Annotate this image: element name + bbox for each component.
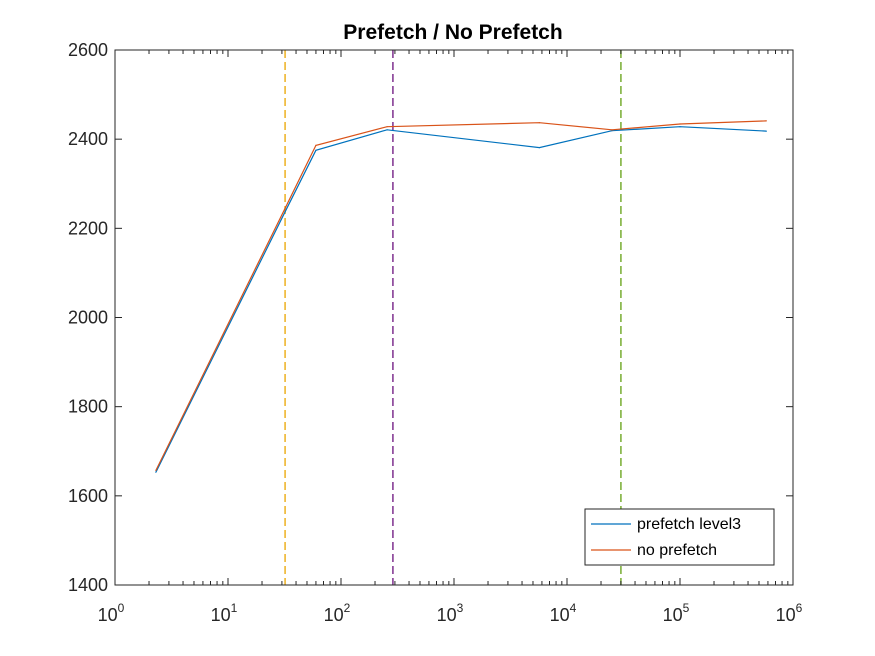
x-tick-label: 105 [663,601,690,625]
data-point [386,126,388,128]
x-tick-label-exponent: 1 [231,601,238,615]
legend-box [584,508,775,566]
data-point [315,144,317,147]
x-tick-label-base: 10 [776,605,796,625]
legend-label: no prefetch [637,542,717,559]
plot-area [115,50,793,585]
y-tick-label: 2600 [68,40,108,60]
data-point [611,130,613,132]
data-point [155,469,157,472]
y-tick-label: 2000 [68,308,108,328]
y-tick-label: 1400 [68,575,108,595]
x-tick-label-base: 10 [550,605,570,625]
data-point [386,129,388,131]
x-tick-label-exponent: 4 [570,601,577,615]
x-tick-label: 106 [776,601,803,625]
reference-lines [284,50,622,585]
axis-ticks [114,49,794,586]
data-point [765,120,767,122]
data-point [155,471,157,473]
x-tick-label: 103 [437,601,464,625]
x-tick-label-exponent: 0 [118,601,125,615]
data-point [538,147,541,149]
axes-box [114,49,794,586]
x-tick-label: 100 [98,601,125,625]
x-tick-label-base: 10 [98,605,118,625]
x-tick-label-exponent: 5 [683,601,690,615]
x-tick-label-base: 10 [663,605,683,625]
chart-title: Prefetch / No Prefetch [343,21,562,44]
x-tick-label-base: 10 [211,605,231,625]
y-tick-label: 1600 [68,486,108,506]
data-point [284,207,286,209]
series-line [155,126,767,473]
legend-label: prefetch level3 [637,516,741,533]
x-tick-label-exponent: 3 [457,601,464,615]
legend: prefetch level3 no prefetch [584,508,775,566]
data-point [679,126,681,128]
x-tick-label: 104 [550,601,577,625]
series-layer [155,120,767,473]
x-tick-label-exponent: 6 [796,601,803,615]
y-tick-labels: 1400 1600 1800 2000 2200 2400 2600 [68,40,108,595]
x-tick-label-exponent: 2 [344,601,351,615]
y-tick-label: 2400 [68,129,108,149]
y-tick-label: 2200 [68,218,108,238]
data-point [315,149,317,151]
x-tick-label-base: 10 [324,605,344,625]
data-point [611,129,613,131]
x-tick-label: 102 [324,601,351,625]
data-point [538,122,541,124]
x-tick-label-base: 10 [437,605,457,625]
x-tick-labels: 100 101 102 103 104 105 106 [98,601,803,625]
data-point [284,211,286,213]
x-tick-label: 101 [211,601,238,625]
y-tick-label: 1800 [68,397,108,417]
data-point [765,130,767,132]
series-line [155,120,767,471]
data-point [679,123,681,125]
